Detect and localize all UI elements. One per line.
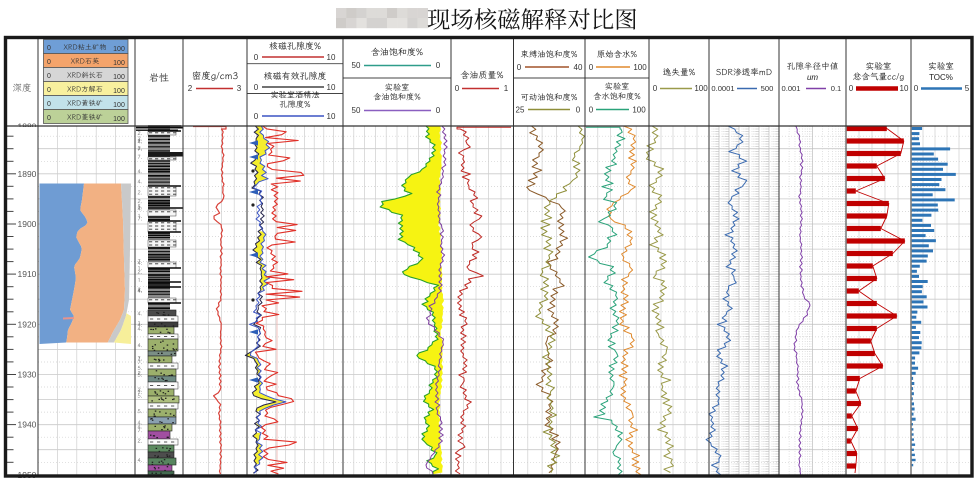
svg-text:5: 5	[965, 84, 970, 93]
svg-text:10: 10	[327, 83, 336, 92]
svg-text:0: 0	[455, 84, 460, 93]
svg-text:0: 0	[47, 45, 51, 52]
svg-text:100: 100	[113, 46, 125, 53]
svg-text:1940: 1940	[18, 420, 37, 430]
svg-text:TOC%: TOC%	[929, 73, 953, 82]
svg-text:10: 10	[900, 84, 909, 93]
svg-text:0.0001: 0.0001	[711, 84, 734, 93]
svg-text:1930: 1930	[18, 370, 37, 380]
svg-text:1910: 1910	[18, 269, 37, 279]
svg-text:0: 0	[47, 115, 51, 122]
svg-text:0: 0	[517, 63, 522, 72]
svg-text:1920: 1920	[18, 319, 37, 329]
svg-text:100: 100	[632, 106, 646, 115]
svg-text:um: um	[807, 73, 818, 82]
svg-text:0: 0	[589, 63, 594, 72]
svg-text:0: 0	[589, 106, 594, 115]
svg-text:25: 25	[516, 106, 525, 115]
svg-text:100: 100	[113, 102, 125, 109]
svg-text:0: 0	[653, 84, 658, 93]
svg-text:10: 10	[327, 53, 336, 62]
svg-text:100: 100	[113, 60, 125, 67]
svg-text:100: 100	[113, 116, 125, 123]
svg-text:100: 100	[633, 63, 647, 72]
svg-text:50: 50	[352, 106, 361, 115]
svg-text:0: 0	[47, 101, 51, 108]
svg-text:0: 0	[254, 83, 259, 92]
svg-text:0: 0	[47, 87, 51, 94]
svg-text:3: 3	[237, 84, 242, 93]
svg-text:0: 0	[436, 61, 441, 70]
svg-text:0: 0	[849, 84, 854, 93]
svg-text:0: 0	[47, 59, 51, 66]
svg-text:0: 0	[576, 106, 581, 115]
svg-text:0.001: 0.001	[781, 84, 800, 93]
svg-text:1890: 1890	[18, 169, 37, 179]
svg-text:2: 2	[188, 84, 193, 93]
svg-text:500: 500	[761, 84, 774, 93]
svg-text:100: 100	[113, 74, 125, 81]
svg-text:1900: 1900	[18, 219, 37, 229]
svg-text:0: 0	[254, 112, 259, 121]
svg-text:100: 100	[113, 88, 125, 95]
svg-text:100: 100	[694, 84, 708, 93]
svg-text:10: 10	[327, 112, 336, 121]
svg-text:0: 0	[436, 106, 441, 115]
svg-text:50: 50	[352, 61, 361, 70]
svg-text:0: 0	[47, 73, 51, 80]
svg-text:0: 0	[914, 84, 919, 93]
svg-text:0.1: 0.1	[831, 84, 842, 93]
svg-text:40: 40	[574, 63, 583, 72]
svg-text:1: 1	[504, 84, 509, 93]
svg-text:0: 0	[254, 53, 259, 62]
